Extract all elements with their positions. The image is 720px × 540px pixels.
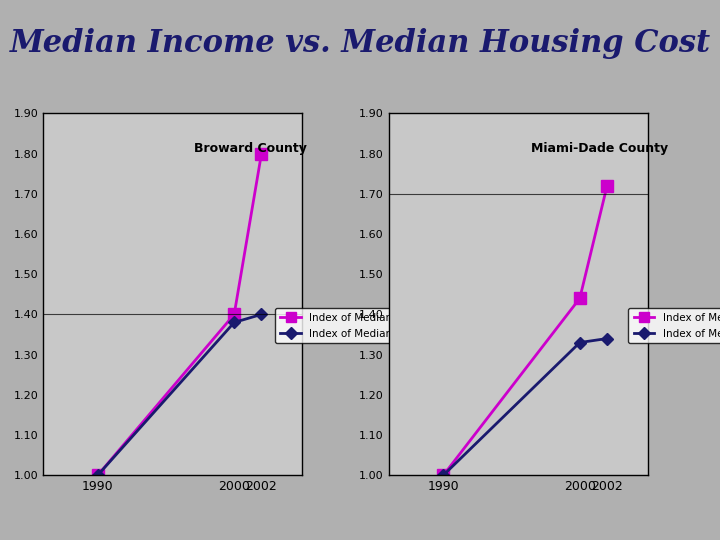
Text: Broward County: Broward County: [194, 143, 307, 156]
Text: Median Income vs. Median Housing Cost: Median Income vs. Median Housing Cost: [9, 28, 711, 59]
Legend: Index of Median Housing Unit Value (1990=1.00), Index of Median Household Income: Index of Median Housing Unit Value (1990…: [629, 308, 720, 343]
Text: Miami-Dade County: Miami-Dade County: [531, 143, 668, 156]
Legend: Index of Median Housing Unit Value (1990=1.00), Index of Median Household Income: Index of Median Housing Unit Value (1990…: [275, 308, 570, 343]
